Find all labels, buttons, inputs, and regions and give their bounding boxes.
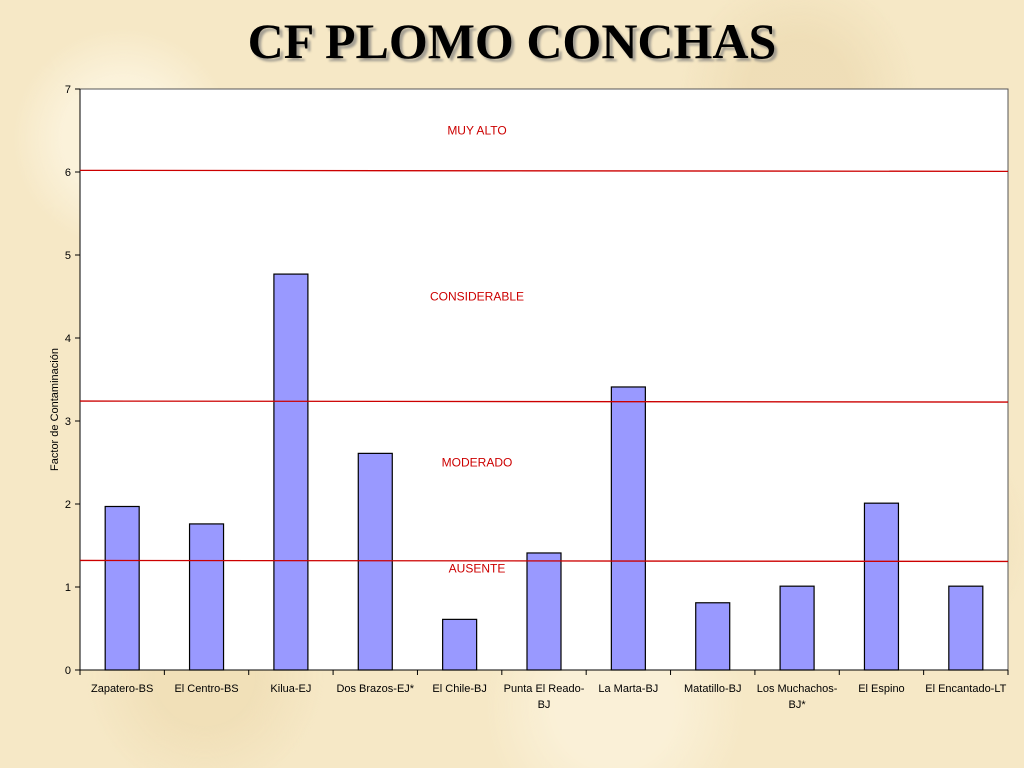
threshold-label: MODERADO <box>442 456 513 470</box>
bar <box>695 602 731 671</box>
threshold-label: MUY ALTO <box>447 124 506 138</box>
thresholds-group: MUY ALTO CONSIDERABLE MODERADO AUSENTE <box>79 124 1009 576</box>
bar <box>779 585 815 671</box>
y-tick-label: 5 <box>65 250 71 262</box>
threshold-label: CONSIDERABLE <box>430 290 524 304</box>
y-tick-label: 2 <box>65 499 71 511</box>
x-tick-label: Matatillo-BJ <box>684 683 741 695</box>
y-tick-label: 3 <box>65 416 71 428</box>
threshold-line <box>79 169 1009 172</box>
x-tick-label: El Espino <box>858 683 904 695</box>
bar <box>188 523 225 671</box>
threshold-line <box>79 559 1009 563</box>
threshold-line <box>79 400 1009 403</box>
bar <box>526 552 562 671</box>
bar <box>863 502 900 671</box>
x-tick-label: El Chile-BJ <box>432 683 486 695</box>
x-tick-label: Dos Brazos-EJ* <box>336 683 414 695</box>
y-tick-label: 4 <box>65 333 71 345</box>
bar <box>357 452 393 671</box>
bar <box>442 618 478 671</box>
x-tick-label: Los Muchachos-BJ* <box>757 683 838 711</box>
x-tick-label: Kilua-EJ <box>270 683 311 695</box>
y-tick-label: 7 <box>65 84 71 96</box>
y-tick-label: 1 <box>65 582 71 594</box>
x-tick-label: Punta El Reado-BJ <box>504 683 585 711</box>
x-tick-label: Zapatero-BS <box>91 683 153 695</box>
y-tick-label: 0 <box>65 665 71 677</box>
y-axis-label: Factor de Contaminación <box>49 348 61 471</box>
x-tick-label: El Centro-BS <box>174 683 238 695</box>
slide-title: CF PLOMO CONCHAS <box>247 13 777 69</box>
threshold-label: AUSENTE <box>449 562 506 576</box>
y-axis: 0 1 2 3 4 5 6 7 <box>65 84 81 677</box>
x-axis: Zapatero-BS El Centro-BS Kilua-EJ Dos Brazo… <box>79 669 1009 711</box>
bar <box>104 505 140 671</box>
bar <box>273 273 309 671</box>
x-tick-label: El Encantado-LT <box>925 683 1006 695</box>
bar <box>610 386 646 671</box>
bar <box>948 585 984 671</box>
x-tick-label: La Marta-BJ <box>598 683 658 695</box>
bars-group <box>104 273 984 671</box>
y-tick-label: 6 <box>65 167 71 179</box>
